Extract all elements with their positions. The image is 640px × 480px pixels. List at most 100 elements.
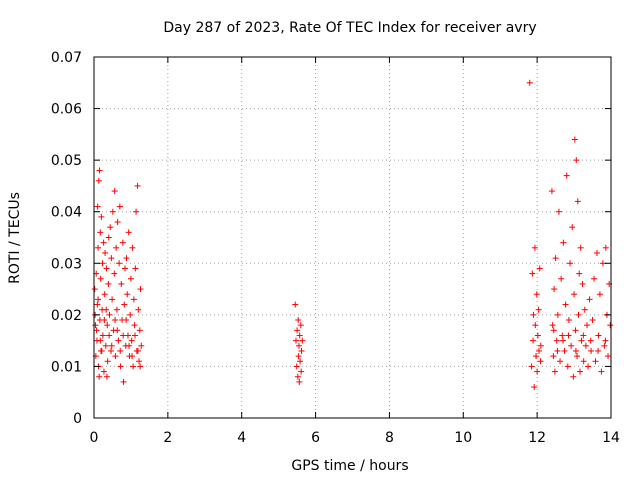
data-point — [95, 177, 102, 184]
data-point — [549, 322, 556, 329]
data-point — [99, 260, 106, 267]
data-point — [138, 342, 145, 349]
data-point — [122, 265, 129, 272]
data-point — [533, 291, 540, 298]
data-point — [130, 296, 137, 303]
data-point — [580, 332, 587, 339]
data-point — [108, 342, 115, 349]
data-point — [134, 182, 141, 189]
data-point — [599, 260, 606, 267]
data-point — [105, 234, 112, 241]
data-point — [294, 373, 301, 380]
data-point — [119, 239, 126, 246]
data-point — [100, 368, 107, 375]
data-point — [116, 203, 123, 210]
data-point — [127, 275, 134, 282]
data-point — [532, 322, 539, 329]
gridlines — [94, 57, 611, 418]
data-point — [94, 301, 101, 308]
data-point — [111, 188, 118, 195]
data-point — [97, 229, 104, 236]
data-point — [577, 244, 584, 251]
data-point — [98, 347, 105, 354]
data-point — [102, 342, 109, 349]
data-point — [292, 337, 299, 344]
data-point — [121, 301, 128, 308]
data-point — [123, 317, 130, 324]
data-point — [534, 368, 541, 375]
x-axis-label: GPS time / hours — [291, 458, 408, 474]
data-point — [598, 368, 605, 375]
data-point — [592, 358, 599, 365]
data-point — [135, 306, 142, 313]
data-point — [555, 208, 562, 215]
data-point — [107, 347, 114, 354]
data-point — [589, 317, 596, 324]
data-point — [114, 327, 121, 334]
x-tick-label: 6 — [311, 430, 320, 446]
data-point — [126, 342, 133, 349]
data-point — [96, 167, 103, 174]
data-point — [132, 265, 139, 272]
data-point — [104, 322, 111, 329]
data-point — [537, 358, 544, 365]
data-point — [602, 244, 609, 251]
data-point — [298, 368, 305, 375]
data-point — [95, 296, 102, 303]
data-point — [101, 291, 108, 298]
data-point — [128, 337, 135, 344]
data-point — [587, 337, 594, 344]
data-point — [295, 342, 302, 349]
data-point — [529, 270, 536, 277]
y-tick-label: 0.07 — [51, 50, 82, 66]
data-point — [553, 337, 560, 344]
data-point — [572, 347, 579, 354]
data-point — [560, 239, 567, 246]
y-axis-ticks: 0 0.01 0.02 0.03 0.04 0.05 0.06 0.07 — [51, 50, 611, 427]
data-point — [591, 275, 598, 282]
data-point — [109, 296, 116, 303]
data-point — [582, 342, 589, 349]
chart-title: Day 287 of 2023, Rate Of TEC Index for r… — [163, 20, 536, 36]
data-point — [103, 265, 110, 272]
y-axis-label: ROTI / TECUs — [7, 192, 23, 284]
data-point — [103, 306, 110, 313]
data-point — [134, 347, 141, 354]
data-point — [531, 384, 538, 391]
data-point — [526, 79, 533, 86]
data-point — [593, 249, 600, 256]
x-tick-label: 14 — [602, 430, 620, 446]
data-point — [605, 353, 612, 360]
data-point — [131, 332, 138, 339]
data-point — [95, 244, 102, 251]
data-point — [548, 188, 555, 195]
data-point — [120, 332, 127, 339]
data-point — [596, 291, 603, 298]
data-point — [550, 353, 557, 360]
data-point — [588, 347, 595, 354]
y-tick-label: 0.01 — [51, 359, 82, 375]
data-point — [585, 363, 592, 370]
data-point — [93, 327, 100, 334]
x-tick-label: 2 — [163, 430, 172, 446]
data-point — [534, 332, 541, 339]
data-point — [535, 347, 542, 354]
data-point — [601, 342, 608, 349]
data-point — [106, 311, 113, 318]
data-point — [574, 198, 581, 205]
data-point — [112, 353, 119, 360]
data-point — [295, 353, 302, 360]
data-point — [551, 286, 558, 293]
data-point — [108, 255, 115, 262]
data-point — [570, 373, 577, 380]
data-point — [551, 368, 558, 375]
data-point — [595, 347, 602, 354]
y-tick-label: 0 — [73, 411, 82, 427]
data-point — [571, 136, 578, 143]
data-point — [537, 342, 544, 349]
data-point — [105, 280, 112, 287]
x-tick-label: 0 — [90, 430, 99, 446]
data-point — [131, 322, 138, 329]
plot-frame — [93, 56, 612, 419]
data-point — [97, 275, 104, 282]
